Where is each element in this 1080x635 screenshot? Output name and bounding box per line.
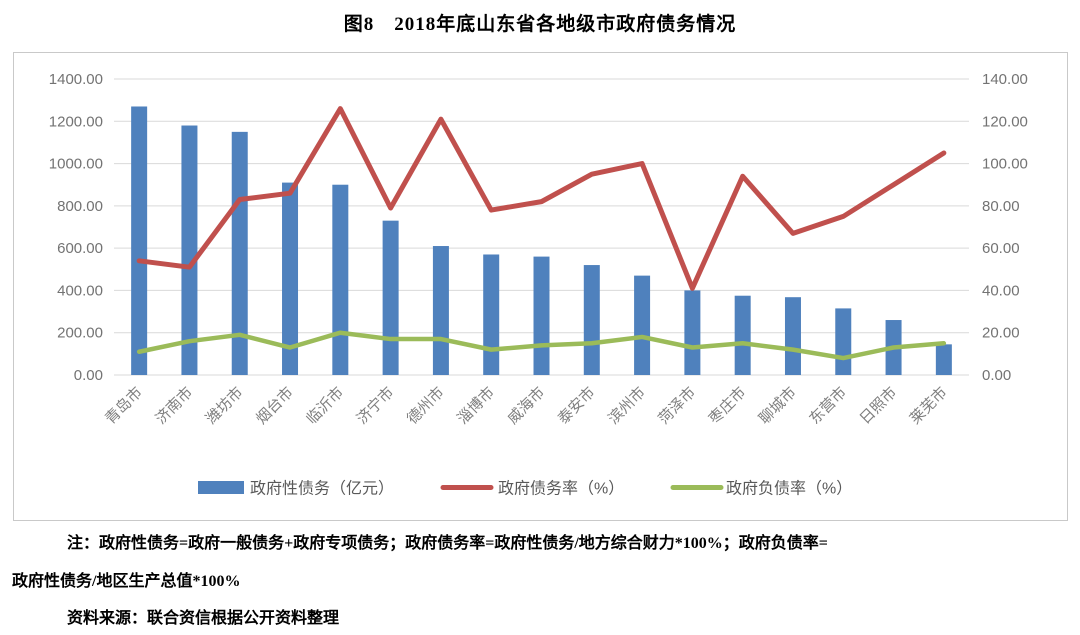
bar-聊城市 (784, 297, 801, 375)
bar-潍坊市 (231, 131, 248, 375)
note-line-2: 政府性债务/地区生产总值*100% (12, 573, 241, 590)
right-axis-tick: 120.00 (982, 113, 1028, 130)
bar-德州市 (432, 246, 449, 375)
right-axis-tick: 40.00 (982, 282, 1020, 299)
line-政府负债率（%） (136, 330, 947, 361)
x-label-聊城市: 聊城市 (756, 384, 800, 428)
x-label-潍坊市: 潍坊市 (203, 384, 247, 428)
bar-滨州市 (634, 275, 651, 375)
bar-淄博市 (483, 254, 500, 375)
x-label-菏泽市: 菏泽市 (655, 384, 699, 428)
legend-swatch-政府性债务（亿元） (198, 481, 244, 494)
bar-济南市 (181, 125, 198, 375)
x-label-青岛市: 青岛市 (102, 384, 146, 428)
right-axis-tick: 0.00 (982, 367, 1011, 384)
x-label-济南市: 济南市 (152, 384, 196, 428)
x-label-日照市: 日照市 (857, 384, 901, 428)
left-axis-tick: 600.00 (57, 240, 103, 257)
x-label-威海市: 威海市 (504, 384, 548, 428)
debt-combo-chart: 1400.00 140.00 1200.00 120.00 1000.00 100.00 8… (49, 71, 1028, 498)
bar-菏泽市 (684, 290, 701, 375)
left-axis-tick: 400.00 (57, 282, 103, 299)
chart-frame: 1400.00 140.00 1200.00 120.00 1000.00 100.00 8… (13, 52, 1068, 521)
left-axis-tick: 1000.00 (49, 156, 103, 173)
x-label-东营市: 东营市 (806, 384, 850, 428)
bar-枣庄市 (734, 295, 751, 375)
x-label-济宁市: 济宁市 (354, 384, 398, 428)
x-label-滨州市: 滨州市 (605, 384, 649, 428)
bar-威海市 (533, 256, 550, 375)
bar-济宁市 (382, 220, 399, 375)
bar-东营市 (835, 308, 852, 375)
bar-泰安市 (583, 265, 600, 375)
bar-莱芜市 (935, 344, 952, 375)
legend-label-政府债务率（%）: 政府债务率（%） (498, 480, 624, 498)
right-axis-tick: 60.00 (982, 240, 1020, 257)
line-政府债务率（%） (136, 106, 947, 291)
legend-label-政府性债务（亿元）: 政府性债务（亿元） (250, 480, 394, 498)
left-axis-tick: 800.00 (57, 198, 103, 215)
bar-烟台市 (282, 182, 299, 375)
left-axis-tick: 1400.00 (49, 71, 103, 88)
x-label-枣庄市: 枣庄市 (705, 383, 750, 428)
chart-title: 图8 2018年底山东省各地级市政府债务情况 (343, 14, 737, 35)
left-axis-tick: 1200.00 (49, 113, 103, 130)
x-label-淄博市: 淄博市 (454, 384, 498, 428)
note-line-1: 注：政府性债务=政府一般债务+政府专项债务；政府债务率=政府性债务/地方综合财力… (67, 535, 828, 552)
x-label-泰安市: 泰安市 (555, 384, 599, 428)
source-line: 资料来源：联合资信根据公开资料整理 (67, 610, 340, 627)
right-axis-tick: 140.00 (982, 71, 1028, 88)
x-label-烟台市: 烟台市 (253, 384, 297, 428)
left-axis-tick: 200.00 (57, 325, 103, 342)
bar-临沂市 (332, 184, 349, 375)
bar-青岛市 (131, 106, 148, 375)
left-axis-tick: 0.00 (74, 367, 103, 384)
right-axis-tick: 100.00 (982, 156, 1028, 173)
legend-label-政府负债率（%）: 政府负债率（%） (726, 480, 852, 498)
right-axis-tick: 20.00 (982, 325, 1020, 342)
right-axis-tick: 80.00 (982, 198, 1020, 215)
x-label-莱芜市: 莱芜市 (907, 384, 951, 428)
x-label-临沂市: 临沂市 (303, 384, 347, 428)
x-label-德州市: 德州市 (403, 383, 448, 428)
